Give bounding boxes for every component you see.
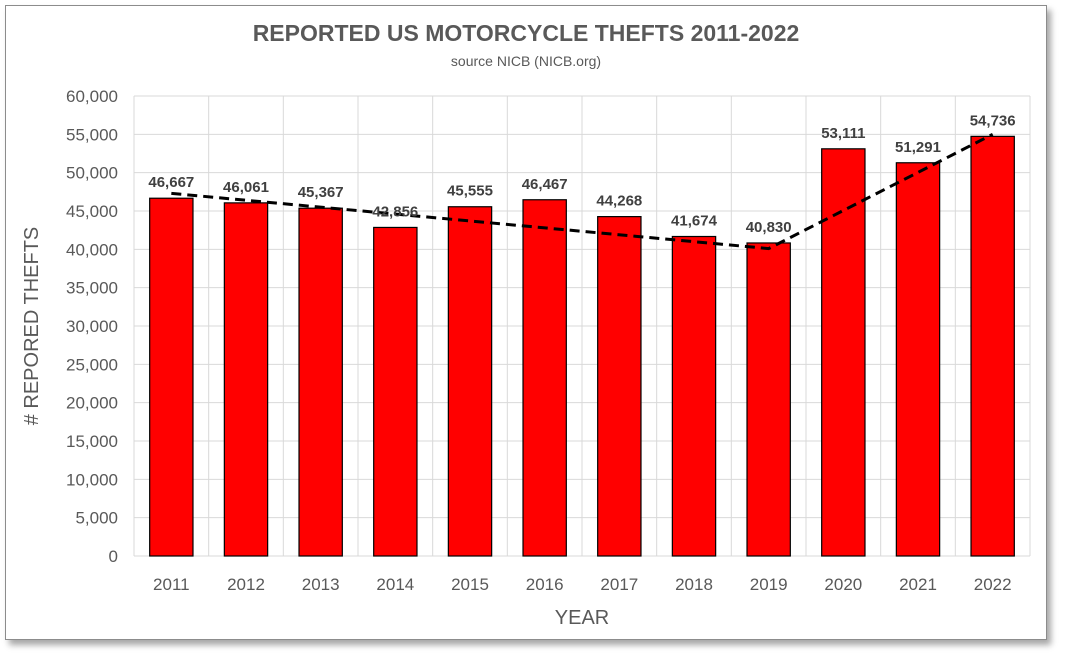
bar bbox=[597, 216, 642, 557]
data-label: 54,736 bbox=[970, 112, 1016, 129]
y-tick-label: 20,000 bbox=[66, 394, 118, 413]
data-label: 44,268 bbox=[596, 193, 642, 210]
x-tick-label: 2018 bbox=[675, 575, 713, 594]
bar bbox=[746, 242, 791, 557]
x-tick-label: 2022 bbox=[974, 575, 1012, 594]
x-tick-label: 2011 bbox=[153, 575, 190, 594]
y-axis-ticks: 0 5,000 10,000 15,000 20,000 25,000 30,000 35,0… bbox=[66, 87, 118, 566]
x-tick-label: 2017 bbox=[600, 575, 638, 594]
x-tick-label: 2019 bbox=[750, 575, 788, 594]
bar bbox=[522, 199, 567, 557]
x-tick-label: 2012 bbox=[227, 575, 265, 594]
bar bbox=[671, 235, 717, 557]
bar bbox=[970, 135, 1015, 557]
data-label: 45,367 bbox=[298, 184, 344, 201]
bar bbox=[223, 202, 269, 557]
y-tick-label: 5,000 bbox=[75, 509, 118, 528]
data-label: 42,856 bbox=[372, 203, 418, 220]
x-tick-label: 2021 bbox=[899, 575, 937, 594]
bar bbox=[821, 148, 866, 557]
x-axis-ticks: 2011 2012 2013 2014 2015 2016 2017 2018 2019 2020… bbox=[153, 575, 1012, 594]
x-tick-label: 2016 bbox=[526, 575, 564, 594]
y-tick-label: 60,000 bbox=[66, 87, 118, 106]
data-label: 46,667 bbox=[148, 174, 194, 191]
y-tick-label: 10,000 bbox=[66, 470, 118, 489]
y-tick-label: 15,000 bbox=[66, 432, 118, 451]
data-labels: 46,667 46,061 45,367 42,856 45,555 46,467 44,2… bbox=[148, 112, 1015, 236]
bar bbox=[298, 207, 343, 557]
x-tick-label: 2020 bbox=[824, 575, 862, 594]
trend-line bbox=[171, 132, 994, 251]
chart-title: REPORTED US MOTORCYCLE THEFTS 2011-2022 bbox=[253, 20, 800, 46]
data-label: 46,467 bbox=[522, 176, 568, 193]
x-tick-label: 2013 bbox=[302, 575, 340, 594]
bar bbox=[373, 226, 418, 557]
data-label: 45,555 bbox=[447, 183, 493, 200]
y-tick-label: 45,000 bbox=[66, 202, 118, 221]
data-label: 53,111 bbox=[821, 125, 865, 142]
x-tick-label: 2014 bbox=[376, 575, 414, 594]
bars bbox=[149, 135, 1015, 557]
y-tick-label: 30,000 bbox=[66, 317, 118, 336]
chart-subtitle: source NICB (NICB.org) bbox=[451, 53, 601, 69]
data-label: 46,061 bbox=[223, 179, 269, 196]
data-label: 51,291 bbox=[895, 139, 941, 156]
y-axis-title: # REPORED THEFTS bbox=[21, 227, 43, 426]
y-tick-label: 0 bbox=[109, 547, 118, 566]
y-tick-label: 35,000 bbox=[66, 279, 118, 298]
y-tick-label: 25,000 bbox=[66, 355, 118, 374]
y-tick-label: 40,000 bbox=[66, 240, 118, 259]
y-tick-label: 50,000 bbox=[66, 164, 118, 183]
bar bbox=[447, 206, 493, 557]
data-label: 41,674 bbox=[671, 212, 718, 229]
x-tick-label: 2015 bbox=[451, 575, 489, 594]
trend-line-path bbox=[171, 132, 994, 251]
data-label: 40,830 bbox=[746, 219, 792, 236]
gridlines bbox=[133, 95, 1031, 557]
bar bbox=[149, 197, 194, 557]
x-axis-title: YEAR bbox=[555, 607, 609, 629]
bar bbox=[895, 162, 941, 557]
y-tick-label: 55,000 bbox=[66, 125, 118, 144]
